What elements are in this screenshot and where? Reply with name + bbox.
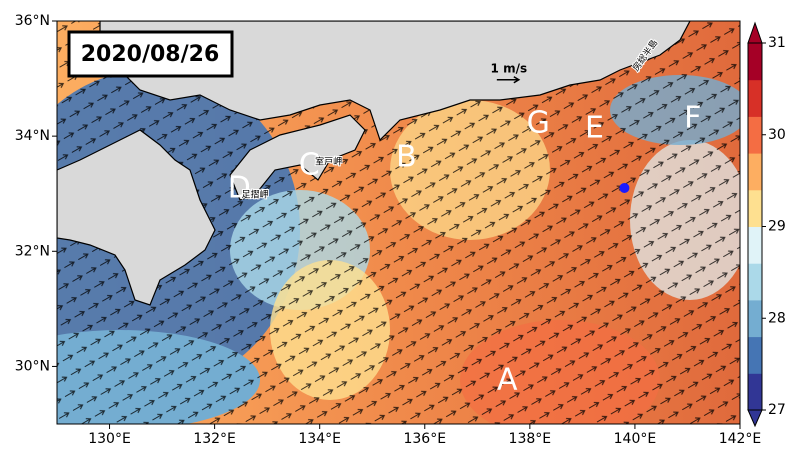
region-label: A (497, 362, 518, 397)
map-frame (56, 20, 741, 425)
map-field (57, 21, 740, 424)
colorbar-tick-label: 27 (768, 402, 786, 418)
place-label: 室戸岬 (315, 156, 342, 168)
region-label: D (228, 171, 251, 206)
colorbar-tick-label: 30 (768, 127, 786, 143)
x-tick-label: 142°E (719, 431, 762, 447)
region-label: E (585, 111, 604, 146)
x-tick-label: 134°E (298, 431, 341, 447)
colorbar-band (748, 299, 762, 338)
colorbar-tick-label: 29 (768, 219, 786, 235)
scale-label: 1 m/s (491, 61, 528, 75)
colorbar-band (748, 263, 762, 301)
colorbar-extend-low (747, 409, 763, 428)
x-tick-label: 132°E (193, 431, 236, 447)
x-tick-label: 130°E (88, 431, 131, 447)
colorbar-band (748, 189, 762, 227)
colorbar-band (748, 336, 762, 374)
region-label: C (299, 148, 320, 183)
y-tick-label: 30°N (15, 358, 50, 374)
date-title: 2020/08/26 (81, 42, 220, 67)
region-label: F (684, 100, 701, 135)
y-tick-label: 32°N (15, 243, 50, 259)
place-label: 足摺岬 (242, 188, 269, 200)
region-label: G (527, 106, 550, 141)
colorbar-extend-high (747, 21, 763, 44)
colorbar-band (748, 226, 762, 264)
colorbar-band (748, 43, 762, 81)
y-tick-label: 34°N (15, 128, 50, 144)
scale-arrow (496, 76, 521, 84)
colorbar-band (748, 373, 762, 411)
date-box (67, 30, 234, 78)
x-tick-label: 138°E (509, 431, 552, 447)
colorbar-tick-label: 28 (768, 310, 786, 326)
colorbar-tick-label: 31 (768, 35, 786, 51)
x-tick-label: 136°E (403, 431, 446, 447)
point-marker (619, 182, 630, 193)
colorbar-band (748, 116, 762, 154)
x-tick-label: 140°E (614, 431, 657, 447)
colorbar-band (748, 79, 762, 117)
region-label: B (396, 140, 417, 175)
y-tick-label: 36°N (15, 13, 50, 29)
colorbar-band (748, 153, 762, 191)
